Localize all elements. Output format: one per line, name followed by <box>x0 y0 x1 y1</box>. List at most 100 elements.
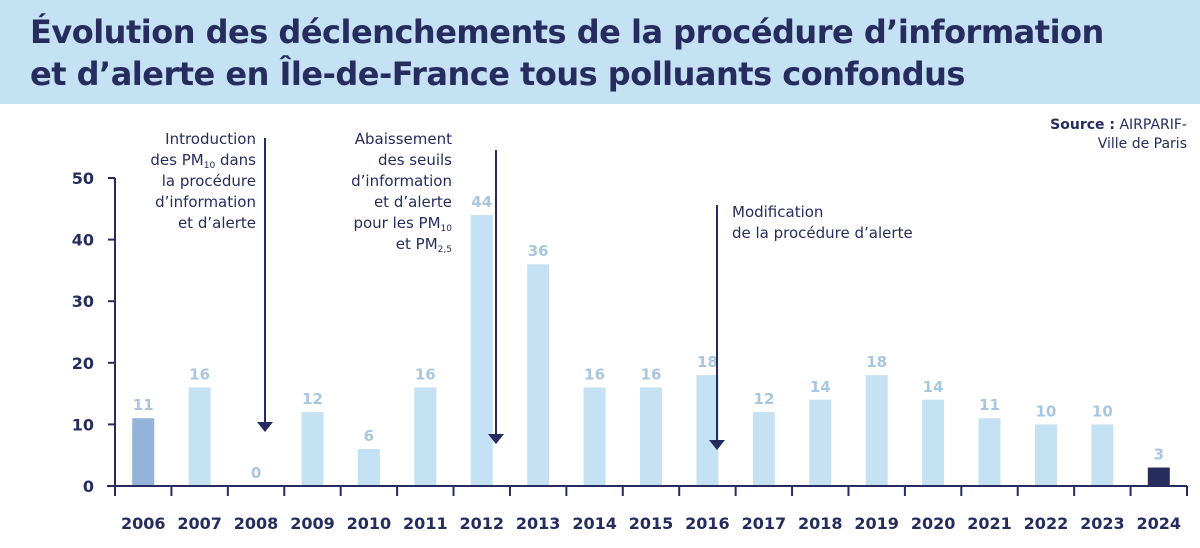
x-tick-label-2023: 2023 <box>1080 514 1125 533</box>
y-tick-label-10: 10 <box>72 415 94 434</box>
bar-2019 <box>865 375 888 486</box>
chart-title: Évolution des déclenchements de la procé… <box>30 11 1104 95</box>
bar-2013 <box>527 264 550 486</box>
value-label-2013: 36 <box>528 242 549 260</box>
value-label-2019: 18 <box>866 353 887 371</box>
bar-2006 <box>132 418 155 486</box>
bar-2015 <box>640 387 662 486</box>
x-tick-label-2019: 2019 <box>854 514 899 533</box>
value-label-2021: 11 <box>979 396 1000 414</box>
arrow-down-icon <box>709 440 725 450</box>
source-value-line-1: AIRPARIF- <box>1119 117 1187 133</box>
x-tick-label-2017: 2017 <box>742 514 787 533</box>
value-label-2010: 6 <box>364 427 374 445</box>
annotation-subscript: 2,5 <box>438 245 452 255</box>
x-tick-label-2012: 2012 <box>459 514 504 533</box>
x-tick-label-2011: 2011 <box>403 514 448 533</box>
value-label-2014: 16 <box>584 365 605 383</box>
value-label-2022: 10 <box>1036 402 1057 420</box>
axes-group: 2006 2007 2008 2009 2010 2011 2012 2013 2014 2015… <box>72 169 1188 533</box>
annotation-text: et d’alerte <box>374 193 452 211</box>
value-label-2023: 10 <box>1092 402 1113 420</box>
annotation-text-line: d’information <box>155 193 256 211</box>
bar-2016 <box>696 375 719 486</box>
annotation-text-line: Abaissement <box>355 130 452 148</box>
annotation-text: des seuils <box>378 151 452 169</box>
x-tick-label-2008: 2008 <box>234 514 279 533</box>
y-tick-label-40: 40 <box>72 231 94 250</box>
value-label-2008: 0 <box>251 464 261 482</box>
annotation-text: Introduction <box>165 130 256 148</box>
annotation-text: Modification <box>732 203 823 221</box>
bar-2021 <box>978 418 1001 486</box>
arrow-down-icon <box>488 434 504 444</box>
value-label-2017: 12 <box>753 390 774 408</box>
title-banner: Évolution des déclenchements de la procé… <box>0 0 1200 104</box>
arrow-down-icon <box>257 422 273 432</box>
annotation-2016: Modification de la procédure d’alerte <box>709 203 913 450</box>
source-label: Source : <box>1050 117 1116 133</box>
bar-2011 <box>414 387 437 486</box>
y-tick-label-50: 50 <box>72 169 94 188</box>
annotation-text-line: des PM10 dans <box>150 151 256 171</box>
x-tick-label-2018: 2018 <box>798 514 843 533</box>
annotation-text: des PM <box>150 151 203 169</box>
x-tick-label-2016: 2016 <box>685 514 730 533</box>
x-tick-label-2013: 2013 <box>516 514 561 533</box>
x-tick-label-2022: 2022 <box>1024 514 1069 533</box>
value-label-2020: 14 <box>923 378 944 396</box>
bar-2010 <box>357 449 380 486</box>
annotation-text: d’information <box>155 193 256 211</box>
value-label-2024: 3 <box>1154 446 1164 464</box>
y-tick-label-20: 20 <box>72 354 94 373</box>
bar-2009 <box>301 412 324 486</box>
x-tick-label-2009: 2009 <box>290 514 335 533</box>
value-label-2007: 16 <box>189 365 210 383</box>
annotation-text: Abaissement <box>355 130 452 148</box>
annotation-text-line: pour les PM10 <box>353 214 452 234</box>
annotation-text-line: des seuils <box>378 151 452 169</box>
bar-2018 <box>809 399 832 486</box>
value-label-2012: 44 <box>471 193 492 211</box>
bar-2014 <box>583 387 606 486</box>
x-tick-label-2015: 2015 <box>629 514 674 533</box>
x-tick-label-2020: 2020 <box>911 514 956 533</box>
annotation-text-line: Introduction <box>165 130 256 148</box>
x-tick-label-2014: 2014 <box>572 514 617 533</box>
y-tick-label-30: 30 <box>72 292 94 311</box>
annotation-text-line: de la procédure d’alerte <box>732 224 913 242</box>
x-tick-label-2006: 2006 <box>121 514 166 533</box>
x-tick-label-2010: 2010 <box>347 514 392 533</box>
annotation-text-line: et d’alerte <box>374 193 452 211</box>
bar-2017 <box>752 412 775 486</box>
annotation-text: pour les PM <box>353 214 440 232</box>
bar-2012 <box>470 214 493 486</box>
bars-group <box>132 214 1170 486</box>
annotation-text-line: d’information <box>351 172 452 190</box>
annotation-text: la procédure <box>162 172 256 190</box>
bar-2007 <box>188 387 211 486</box>
annotation-text: d’information <box>351 172 452 190</box>
value-label-2015: 16 <box>641 365 662 383</box>
value-label-2006: 11 <box>133 396 154 414</box>
bar-2024 <box>1147 467 1170 486</box>
annotation-text: et d’alerte <box>178 214 256 232</box>
y-tick-label-0: 0 <box>83 477 94 496</box>
value-labels-group: 11 16 0 12 6 16 44 36 16 16 18 12 14 18 14 11 10 10 3 <box>133 193 1164 482</box>
annotation-text: et PM <box>396 235 438 253</box>
source-note: Source : AIRPARIF- Ville de Paris <box>1050 116 1187 154</box>
bar-2020 <box>922 399 945 486</box>
x-tick-label-2024: 2024 <box>1137 514 1182 533</box>
value-label-2018: 14 <box>810 378 831 396</box>
value-label-2016: 18 <box>697 353 718 371</box>
annotation-subscript: 10 <box>441 224 453 234</box>
annotation-text-line: la procédure <box>162 172 256 190</box>
value-label-2009: 12 <box>302 390 323 408</box>
value-label-2011: 16 <box>415 365 436 383</box>
bar-2022 <box>1034 424 1057 486</box>
annotation-text-line: et PM2,5 <box>396 235 452 255</box>
x-tick-label-2007: 2007 <box>177 514 222 533</box>
